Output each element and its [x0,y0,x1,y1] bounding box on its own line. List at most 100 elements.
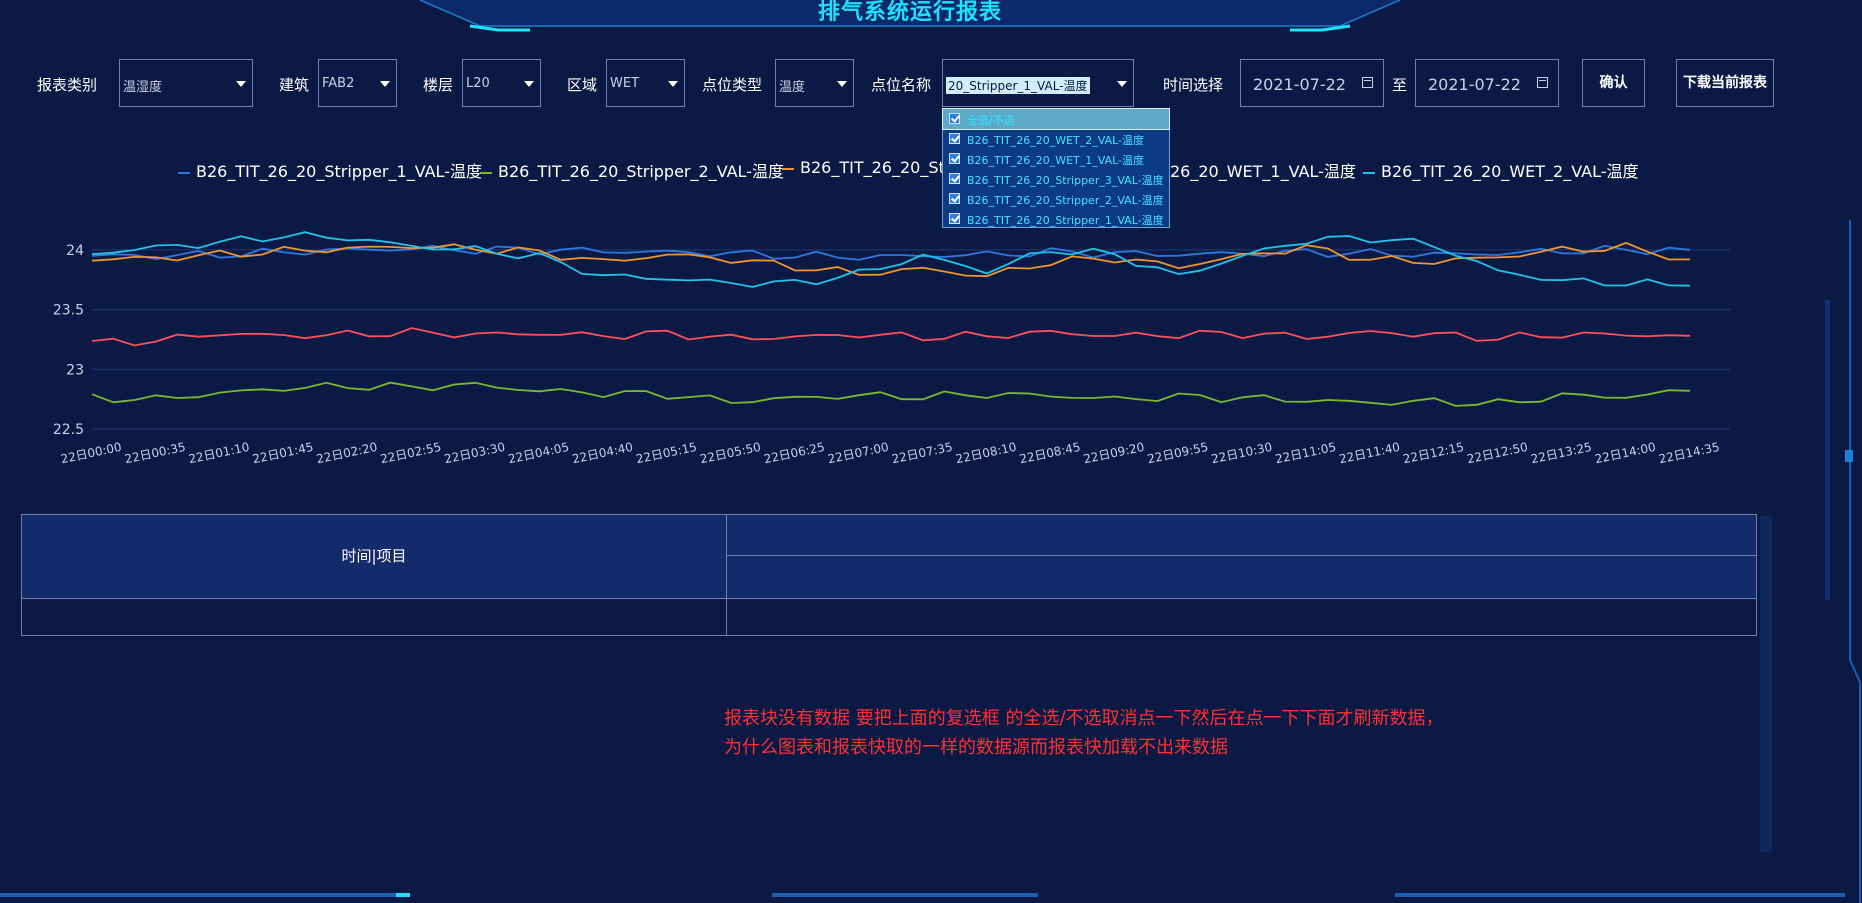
report-type-select[interactable]: 温湿度 [119,59,253,107]
time-label: 时间选择 [1163,76,1224,94]
chevron-down-icon [380,81,390,87]
annotation-note: 报表块没有数据 要把上面的复选框 的全选/不选取消点一下然后在点一下下面才刷新数… [724,704,1444,762]
page-title: 排气系统运行报表 [817,0,1002,25]
dropdown-item-label: B26_TIT_26_20_WET_2_VAL-温度 [967,134,1145,147]
point-type-select[interactable]: 温度 [775,59,854,107]
x-tick-label: 22日01:10 [187,440,250,467]
report-type-value: 温湿度 [123,80,163,95]
legend-swatch [178,171,190,174]
x-tick-label: 22日02:20 [315,440,378,467]
floor-label: 楼层 [423,76,454,94]
dropdown-item[interactable]: B26_TIT_26_20_WET_1_VAL-温度 [943,149,1169,169]
x-tick-label: 22日14:00 [1594,440,1657,467]
table-row [22,598,1756,635]
series-line [91,327,1691,347]
table-header-cell [727,515,1756,556]
area-select[interactable]: WET [606,59,685,107]
building-label: 建筑 [279,76,310,94]
legend-item-wet-1[interactable]: 26_20_WET_1_VAL-温度 [1170,158,1356,182]
start-date-value: 2021-07-22 [1253,75,1346,94]
chevron-down-icon [837,81,847,87]
x-tick-label: 22日06:25 [763,440,826,467]
end-date-input[interactable]: 2021-07-22 [1415,59,1559,107]
dropdown-item[interactable]: B26_TIT_26_20_Stripper_2_VAL-温度 [943,189,1169,209]
series-line [91,241,1691,278]
table-scrollbar[interactable] [1760,516,1772,852]
x-tick-label: 22日12:15 [1402,440,1465,467]
right-frame-decoration [1825,220,1861,903]
x-tick-label: 22日05:15 [635,440,698,467]
dropdown-item-label: B26_TIT_26_20_Stripper_3_VAL-温度 [967,174,1164,187]
floor-value: L20 [466,76,490,91]
series-line [91,231,1691,288]
x-tick-label: 22日03:30 [443,440,506,467]
date-separator: 至 [1392,76,1408,94]
series-line [91,381,1691,407]
legend-swatch [480,171,492,174]
legend-item-stripper-2[interactable]: B26_TIT_26_20_Stripper_2_VAL-温度 [480,158,784,182]
x-tick-label: 22日08:10 [954,440,1017,467]
legend-label: 26_20_WET_1_VAL-温度 [1170,162,1356,181]
x-tick-label: 22日12:50 [1466,440,1529,467]
bottom-decoration [1395,893,1845,897]
x-tick-label: 22日00:35 [123,440,186,467]
y-tick-label: 23 [66,362,84,378]
dropdown-item-label: B26_TIT_26_20_Stripper_2_VAL-温度 [967,194,1164,207]
dropdown-item[interactable]: B26_TIT_26_20_Stripper_3_VAL-温度 [943,169,1169,189]
y-tick-label: 24 [66,243,84,259]
legend-swatch [782,167,794,170]
point-name-label: 点位名称 [871,76,932,94]
dropdown-item-select-all[interactable]: 全选/不选 [942,108,1170,130]
report-table: 时间|项目 [21,514,1757,636]
end-date-value: 2021-07-22 [1428,75,1521,94]
x-tick-label: 22日04:05 [507,440,570,467]
dropdown-item-label: B26_TIT_26_20_WET_1_VAL-温度 [967,154,1145,167]
legend-label: B26_TIT_26_20_Str [800,158,952,177]
building-select[interactable]: FAB2 [318,59,397,107]
bottom-decoration [772,893,1038,897]
legend-label: B26_TIT_26_20_WET_2_VAL-温度 [1381,162,1639,181]
checkbox[interactable] [949,213,960,224]
checkbox[interactable] [949,133,960,144]
chevron-down-icon [524,81,534,87]
checkbox[interactable] [949,153,960,164]
x-tick-label: 22日00:00 [59,440,122,467]
x-tick-label: 22日04:40 [571,440,634,467]
point-name-dropdown: 全选/不选 B26_TIT_26_20_WET_2_VAL-温度 B26_TIT… [942,108,1170,228]
x-tick-label: 22日07:00 [826,440,889,467]
annotation-line-2: 为什么图表和报表快取的一样的数据源而报表快加载不出来数据 [724,737,1228,758]
checkbox[interactable] [949,173,960,184]
checkbox[interactable] [949,193,960,204]
checkbox[interactable] [949,113,960,124]
download-report-button[interactable]: 下载当前报表 [1676,59,1774,107]
x-tick-label: 22日09:55 [1146,440,1209,467]
dropdown-item[interactable]: B26_TIT_26_20_Stripper_1_VAL-温度 [943,209,1169,229]
y-tick-label: 22.5 [53,422,84,438]
x-tick-label: 22日11:05 [1274,440,1337,467]
chart-legend: B26_TIT_26_20_Stripper_1_VAL-温度 B26_TIT_… [0,158,1862,182]
filter-bar: 报表类别 温湿度 建筑 FAB2 楼层 L20 区域 WET 点位类型 温度 点… [0,59,1862,109]
line-chart: 22.5 23 23.5 24 22日00:00 22日00:35 22日01:10 22日0… [53,231,1730,467]
calendar-icon[interactable] [1362,77,1373,88]
building-value: FAB2 [322,76,355,91]
x-tick-label: 22日09:20 [1082,440,1145,467]
series-line [91,244,1691,261]
calendar-icon[interactable] [1537,77,1548,88]
y-tick-label: 23.5 [53,303,84,319]
dropdown-item[interactable]: B26_TIT_26_20_WET_2_VAL-温度 [943,129,1169,149]
point-name-select[interactable]: 20_Stripper_1_VAL-温度 [942,59,1134,107]
start-date-input[interactable]: 2021-07-22 [1240,59,1384,107]
x-tick-label: 22日14:35 [1657,440,1720,467]
legend-item-stripper-1[interactable]: B26_TIT_26_20_Stripper_1_VAL-温度 [178,158,482,182]
legend-item-wet-2[interactable]: B26_TIT_26_20_WET_2_VAL-温度 [1363,158,1638,182]
title-frame [419,0,1401,32]
legend-item-stripper-3[interactable]: B26_TIT_26_20_Str [782,158,951,177]
table-header-cell [727,556,1756,598]
x-tick-label: 22日02:55 [379,440,442,467]
area-value: WET [610,76,640,91]
bottom-decoration [0,893,400,897]
point-name-value: 20_Stripper_1_VAL-温度 [946,77,1090,94]
confirm-button[interactable]: 确认 [1582,59,1645,107]
dropdown-item-label: B26_TIT_26_20_Stripper_1_VAL-温度 [967,214,1164,227]
floor-select[interactable]: L20 [462,59,541,107]
